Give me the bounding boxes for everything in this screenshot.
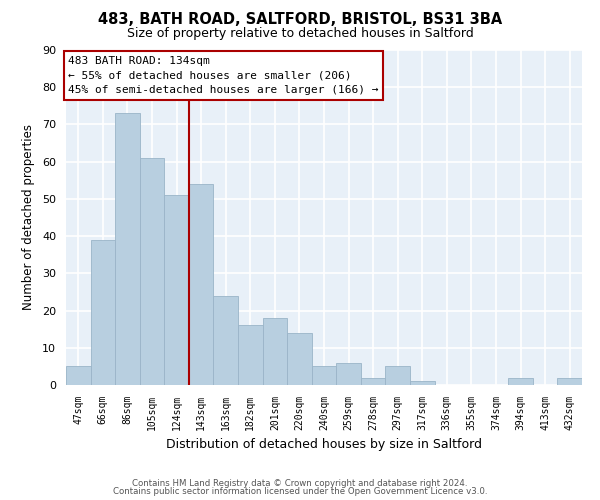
Text: Contains public sector information licensed under the Open Government Licence v3: Contains public sector information licen… [113, 487, 487, 496]
Bar [66, 366, 91, 385]
X-axis label: Distribution of detached houses by size in Saltford: Distribution of detached houses by size … [166, 438, 482, 452]
Bar [336, 362, 361, 385]
Bar [410, 382, 434, 385]
Bar [385, 366, 410, 385]
Bar [263, 318, 287, 385]
Text: Size of property relative to detached houses in Saltford: Size of property relative to detached ho… [127, 28, 473, 40]
Bar [214, 296, 238, 385]
Bar [287, 333, 312, 385]
Y-axis label: Number of detached properties: Number of detached properties [22, 124, 35, 310]
Bar [189, 184, 214, 385]
Bar [557, 378, 582, 385]
Bar [508, 378, 533, 385]
Text: 483, BATH ROAD, SALTFORD, BRISTOL, BS31 3BA: 483, BATH ROAD, SALTFORD, BRISTOL, BS31 … [98, 12, 502, 28]
Bar [115, 114, 140, 385]
Bar [361, 378, 385, 385]
Bar [91, 240, 115, 385]
Bar [238, 326, 263, 385]
Bar [312, 366, 336, 385]
Text: Contains HM Land Registry data © Crown copyright and database right 2024.: Contains HM Land Registry data © Crown c… [132, 478, 468, 488]
Text: 483 BATH ROAD: 134sqm
← 55% of detached houses are smaller (206)
45% of semi-det: 483 BATH ROAD: 134sqm ← 55% of detached … [68, 56, 379, 95]
Bar [164, 195, 189, 385]
Bar [140, 158, 164, 385]
